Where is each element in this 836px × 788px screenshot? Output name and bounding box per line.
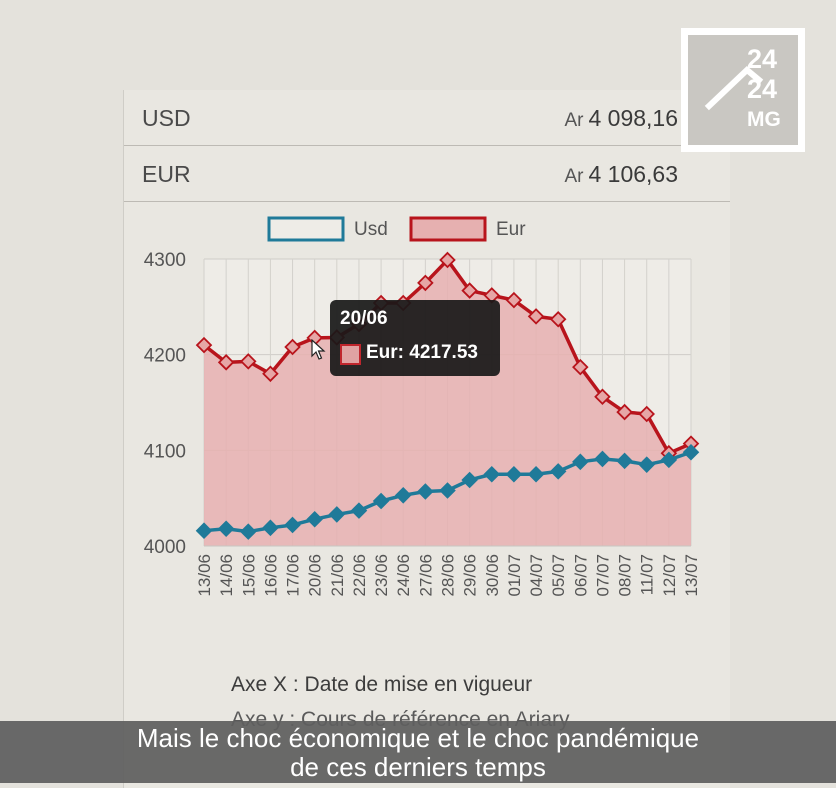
x-tick-label: 01/07: [505, 554, 524, 597]
eur-data-point: [195, 336, 213, 354]
legend-label-usd: Usd: [354, 219, 388, 240]
x-tick-label: 04/07: [527, 554, 546, 597]
subtitle: Mais le choc économique et le choc pandé…: [0, 724, 836, 782]
currency-code: USD: [142, 105, 191, 131]
x-tick-label: 06/07: [571, 554, 590, 597]
x-tick-label: 15/06: [239, 554, 258, 597]
y-tick-label: 4100: [144, 441, 186, 462]
channel-logo: 24 24 MG: [681, 28, 805, 152]
usd-data-point: [505, 465, 523, 483]
eur-data-point: [439, 251, 456, 269]
legend-swatch-eur: [409, 216, 487, 242]
usd-data-point: [483, 465, 501, 483]
usd-data-point: [240, 523, 257, 540]
rate-row-usd: USD Ar 4 098,16: [124, 90, 730, 146]
y-tick-label: 4200: [144, 346, 186, 367]
usd-data-point: [594, 450, 611, 468]
x-tick-label: 17/06: [284, 554, 303, 597]
usd-data-point: [350, 502, 368, 519]
rate-value: Ar 4 098,16: [564, 105, 678, 132]
exchange-rate-chart[interactable]: 4000 4100 4200 4300 13/06 14/06 15/06 16/06 17/0…: [0, 0, 836, 700]
eur-data-point: [638, 405, 655, 423]
currency-prefix: Ar: [564, 166, 584, 187]
x-tick-label: 16/06: [261, 554, 280, 597]
chart-tooltip: 20/06 Eur: 4217.53: [330, 300, 500, 376]
x-tick-label: 20/06: [306, 554, 325, 597]
usd-data-point: [549, 463, 567, 480]
subtitle-line-2: de ces derniers temps: [290, 752, 546, 782]
eur-data-point: [217, 354, 235, 371]
legend-label-eur: Eur: [496, 219, 526, 240]
tooltip-value: Eur: 4217.53: [366, 342, 478, 363]
eur-data-point: [262, 365, 279, 383]
tooltip-date: 20/06: [340, 308, 388, 329]
eur-data-point: [572, 358, 589, 376]
x-tick-label: 13/06: [195, 554, 214, 597]
y-tick-label: 4300: [144, 250, 186, 271]
x-tick-label: 05/07: [549, 554, 568, 597]
usd-data-point: [527, 465, 545, 483]
x-tick-label: 12/07: [660, 554, 679, 597]
eur-data-point: [417, 274, 434, 292]
usd-data-point: [682, 443, 700, 461]
usd-data-point: [660, 451, 678, 469]
eur-data-point: [549, 310, 567, 328]
rate-row-eur: EUR Ar 4 106,63: [124, 146, 730, 202]
x-tick-label: 27/06: [416, 554, 435, 597]
usd-data-point: [417, 483, 434, 500]
y-tick-label: 4000: [144, 537, 186, 558]
usd-data-point: [195, 522, 213, 539]
x-tick-label: 29/06: [461, 554, 480, 597]
usd-data-point: [439, 482, 456, 499]
logo-text-3: MG: [747, 108, 781, 131]
eur-data-point: [505, 291, 523, 309]
x-tick-label: 21/06: [328, 554, 347, 597]
tooltip-swatch: [340, 344, 361, 365]
rate-amount: 4 106,63: [588, 161, 678, 187]
currency-prefix: Ar: [564, 110, 584, 131]
x-tick-label: 23/06: [372, 554, 391, 597]
x-tick-label: 08/07: [616, 554, 635, 597]
eur-data-point: [240, 353, 257, 370]
usd-data-point: [638, 456, 655, 473]
eur-data-point: [594, 388, 611, 406]
usd-data-point: [262, 519, 279, 537]
usd-data-point: [372, 492, 390, 510]
usd-data-point: [306, 510, 323, 528]
x-tick-label: 28/06: [439, 554, 458, 597]
usd-data-point: [394, 487, 412, 504]
x-tick-label: 30/06: [483, 554, 502, 597]
mouse-pointer-icon: [311, 339, 326, 360]
eur-data-point: [616, 403, 633, 421]
usd-data-point: [572, 453, 589, 471]
rate-value: Ar 4 106,63: [564, 161, 678, 188]
logo-mark-icon: 24 24 MG: [688, 35, 798, 145]
x-tick-label: 13/07: [682, 554, 701, 597]
eur-data-point: [461, 282, 478, 299]
x-tick-label: 24/06: [394, 554, 413, 597]
rate-amount: 4 098,16: [588, 105, 678, 131]
usd-data-point: [461, 471, 478, 489]
x-tick-label: 14/06: [217, 554, 236, 597]
logo-text-2: 24: [747, 74, 777, 104]
eur-data-point: [527, 308, 545, 325]
eur-area: [204, 259, 691, 546]
usd-data-point: [284, 516, 301, 534]
subtitle-line-1: Mais le choc économique et le choc pandé…: [136, 723, 700, 753]
logo-text-1: 24: [747, 44, 777, 74]
subtitle-background: [0, 721, 836, 783]
eur-data-point: [284, 338, 301, 356]
usd-data-point: [616, 452, 633, 470]
x-tick-label: 22/06: [350, 554, 369, 597]
x-axis-note: Axe X : Date de mise en vigueur: [231, 673, 533, 696]
usd-data-point: [217, 520, 235, 538]
usd-data-point: [328, 506, 346, 523]
x-tick-label: 07/07: [593, 554, 612, 597]
legend-swatch-usd: [267, 216, 345, 242]
x-tick-label: 11/07: [638, 554, 657, 595]
currency-code: EUR: [142, 161, 191, 187]
